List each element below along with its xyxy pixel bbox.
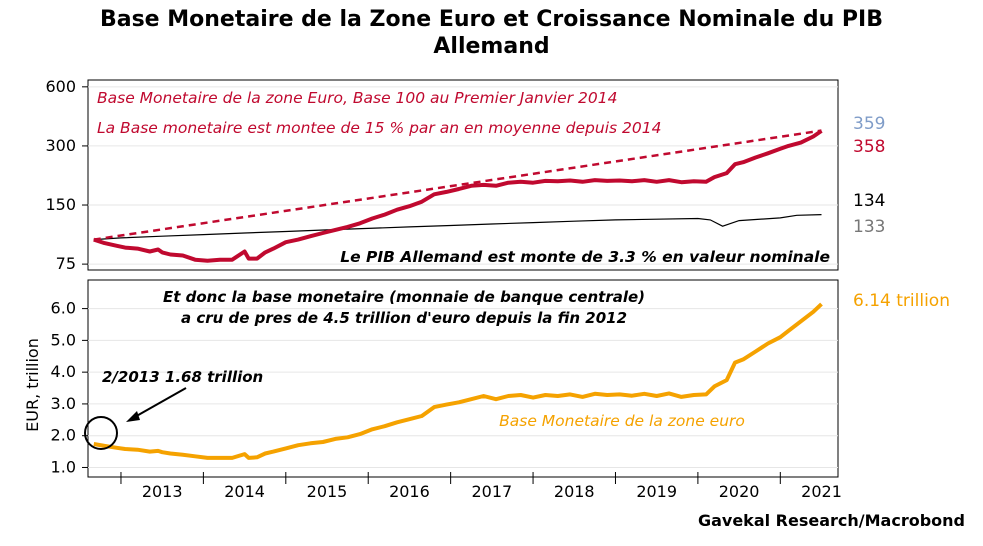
bottom-y-tick-label: 2.0 <box>51 426 76 445</box>
bottom-y-tick-label: 1.0 <box>51 457 76 476</box>
bottom-annotation-1: Et donc la base monetaire (monnaie de ba… <box>163 288 645 306</box>
top-panel-frame <box>87 79 839 271</box>
last-value-grey: 133 <box>853 217 885 237</box>
bottom-y-tick-label: 4.0 <box>51 362 76 381</box>
bottom-y-tick-label: 5.0 <box>51 330 76 349</box>
chart-title-line-1: Base Monetaire de la Zone Euro et Croiss… <box>99 7 884 32</box>
x-tick-label: 2017 <box>471 482 512 501</box>
top-y-tick-label: 150 <box>45 195 76 214</box>
gdp-nominal-line <box>93 214 822 241</box>
monetary-base-index-line <box>93 129 823 263</box>
top-annotation-3: Le PIB Allemand est monte de 3.3 % en va… <box>340 248 830 266</box>
x-tick-label: 2018 <box>554 482 595 501</box>
x-tick-label: 2016 <box>389 482 430 501</box>
callout-arrowhead <box>126 411 140 422</box>
trend-15pct-dashed-line <box>93 129 822 241</box>
x-tick-label: 2020 <box>719 482 760 501</box>
y-axis-label: EUR, trillion <box>23 338 42 432</box>
source-label: Gavekal Research/Macrobond <box>697 511 965 530</box>
chart-title-line-2: Allemand <box>433 34 550 59</box>
bottom-y-tick-label: 3.0 <box>51 394 76 413</box>
last-value-blue: 359 <box>853 114 885 134</box>
monetary-base-trillion-line <box>93 302 823 460</box>
x-tick-label: 2013 <box>142 482 183 501</box>
x-tick-label: 2021 <box>801 482 842 501</box>
last-value-black: 134 <box>853 191 885 211</box>
bottom-panel-frame <box>87 279 839 478</box>
callout-arrow <box>132 387 187 419</box>
top-annotation-1: Base Monetaire de la zone Euro, Base 100… <box>97 89 617 107</box>
x-tick-label: 2015 <box>307 482 348 501</box>
series-label-gold: Base Monetaire de la zone euro <box>499 412 745 430</box>
last-value-red: 358 <box>853 137 885 157</box>
top-y-tick-label: 75 <box>56 254 76 273</box>
bottom-y-tick-label: 6.0 <box>51 299 76 318</box>
x-tick-label: 2014 <box>224 482 265 501</box>
top-y-tick-label: 300 <box>45 136 76 155</box>
chart-title: Base Monetaire de la Zone Euro et Croiss… <box>0 6 983 60</box>
top-annotation-2: La Base monetaire est montee de 15 % par… <box>97 119 661 137</box>
x-tick-label: 2019 <box>636 482 677 501</box>
top-y-tick-label: 600 <box>45 77 76 96</box>
bottom-annotation-2: a cru de pres de 4.5 trillion d'euro dep… <box>181 309 627 327</box>
callout-circle <box>84 416 118 450</box>
last-value-gold: 6.14 trillion <box>853 291 950 311</box>
bottom-annotation-3: 2/2013 1.68 trillion <box>102 368 263 386</box>
